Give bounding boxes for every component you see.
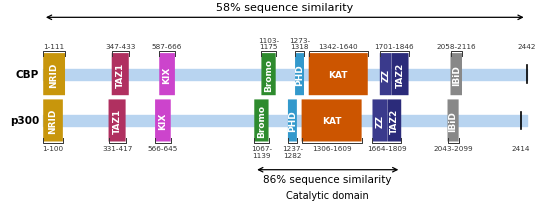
FancyBboxPatch shape: [155, 100, 170, 142]
FancyBboxPatch shape: [108, 100, 125, 142]
Text: 2043-2099: 2043-2099: [433, 146, 473, 152]
FancyBboxPatch shape: [43, 100, 63, 142]
Text: TAZ2: TAZ2: [395, 62, 405, 87]
Text: 1342-1640: 1342-1640: [318, 44, 358, 50]
FancyBboxPatch shape: [295, 54, 304, 96]
Text: IBiD: IBiD: [449, 110, 458, 131]
Text: 347-433: 347-433: [105, 44, 135, 50]
Text: 331-417: 331-417: [102, 146, 132, 152]
FancyBboxPatch shape: [450, 54, 462, 96]
Text: Catalytic domain: Catalytic domain: [287, 190, 369, 200]
Text: TAZ1: TAZ1: [113, 108, 122, 133]
Text: 1103-
1175: 1103- 1175: [258, 38, 279, 50]
Text: KIX: KIX: [158, 112, 167, 129]
Text: 86% sequence similarity: 86% sequence similarity: [263, 174, 392, 184]
Text: ZZ: ZZ: [381, 68, 390, 81]
Text: 1-100: 1-100: [42, 146, 64, 152]
FancyBboxPatch shape: [112, 54, 129, 96]
Text: Bromo: Bromo: [257, 104, 266, 137]
Text: NRID: NRID: [48, 108, 58, 134]
Text: 587-666: 587-666: [152, 44, 182, 50]
Text: 1237-
1282: 1237- 1282: [282, 146, 303, 158]
FancyBboxPatch shape: [43, 54, 65, 96]
FancyBboxPatch shape: [309, 54, 368, 96]
Text: 1306-1609: 1306-1609: [312, 146, 351, 152]
Text: Bromo: Bromo: [264, 58, 273, 91]
Text: 2442: 2442: [518, 44, 536, 50]
Text: 1701-1846: 1701-1846: [375, 44, 414, 50]
Text: KAT: KAT: [322, 116, 342, 125]
Text: PHD: PHD: [288, 110, 297, 132]
Text: KIX: KIX: [163, 66, 172, 83]
FancyBboxPatch shape: [448, 100, 459, 142]
FancyBboxPatch shape: [301, 100, 361, 142]
Text: 1067-
1139: 1067- 1139: [251, 146, 272, 158]
FancyBboxPatch shape: [388, 100, 401, 142]
Text: PHD: PHD: [295, 64, 304, 86]
Text: 2058-2116: 2058-2116: [437, 44, 476, 50]
Text: CBP: CBP: [16, 70, 39, 80]
Text: KAT: KAT: [328, 70, 348, 79]
Text: ZZ: ZZ: [376, 114, 384, 127]
Text: 1273-
1318: 1273- 1318: [289, 38, 310, 50]
Text: NRID: NRID: [50, 62, 59, 87]
FancyBboxPatch shape: [372, 100, 388, 142]
FancyBboxPatch shape: [254, 100, 268, 142]
Text: IBiD: IBiD: [452, 64, 461, 85]
Text: 1-111: 1-111: [43, 44, 65, 50]
FancyBboxPatch shape: [392, 54, 409, 96]
Text: 58% sequence similarity: 58% sequence similarity: [216, 3, 354, 13]
Text: 2414: 2414: [512, 146, 530, 152]
Text: TAZ2: TAZ2: [390, 108, 399, 133]
FancyBboxPatch shape: [380, 54, 392, 96]
Text: p300: p300: [10, 116, 39, 126]
Text: TAZ1: TAZ1: [116, 62, 125, 87]
Text: 566-645: 566-645: [148, 146, 178, 152]
FancyBboxPatch shape: [160, 54, 175, 96]
Text: 1664-1809: 1664-1809: [367, 146, 406, 152]
FancyBboxPatch shape: [261, 54, 276, 96]
FancyBboxPatch shape: [288, 100, 297, 142]
